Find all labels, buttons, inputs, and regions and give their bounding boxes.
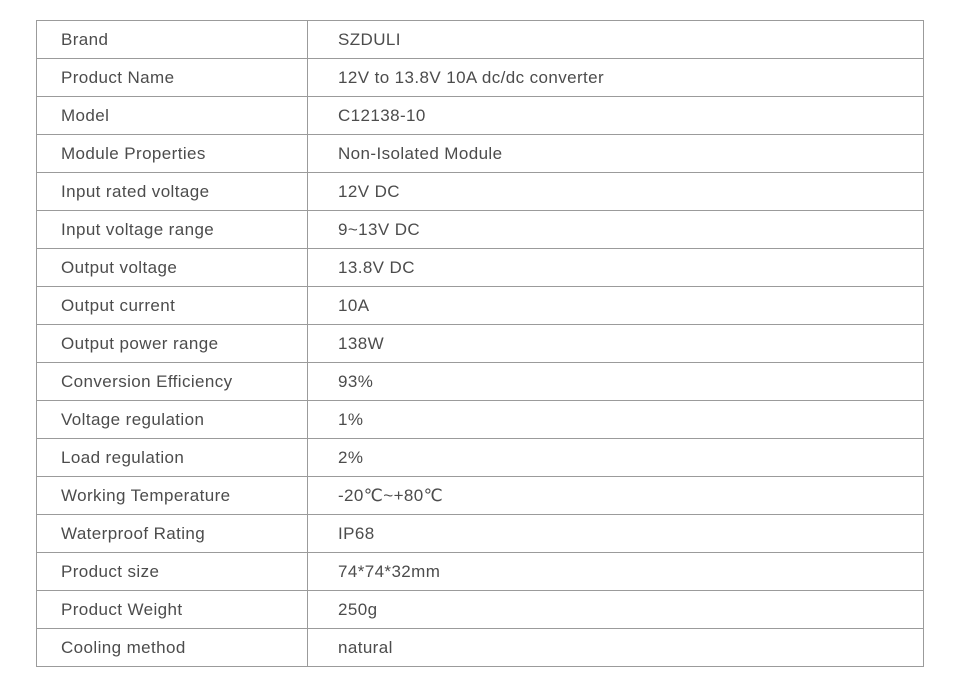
spec-value-cell: SZDULI: [307, 20, 924, 59]
spec-value-cell: 12V DC: [307, 172, 924, 211]
table-row: Output voltage 13.8V DC: [36, 248, 924, 287]
spec-table: Brand SZDULI Product Name 12V to 13.8V 10A …: [36, 20, 924, 667]
spec-value-cell: 9~13V DC: [307, 210, 924, 249]
spec-label-cell: Working Temperature: [36, 476, 308, 515]
table-row: Model C12138-10: [36, 96, 924, 135]
table-row: Cooling method natural: [36, 628, 924, 667]
spec-label-cell: Load regulation: [36, 438, 308, 477]
spec-value-cell: 12V to 13.8V 10A dc/dc converter: [307, 58, 924, 97]
table-row: Waterproof Rating IP68: [36, 514, 924, 553]
product-spec-table: Brand SZDULI Product Name 12V to 13.8V 10A …: [36, 20, 924, 667]
spec-label-cell: Cooling method: [36, 628, 308, 667]
spec-value-cell: Non-Isolated Module: [307, 134, 924, 173]
table-row: Input voltage range 9~13V DC: [36, 210, 924, 249]
spec-label-cell: Product Name: [36, 58, 308, 97]
spec-label-cell: Output voltage: [36, 248, 308, 287]
table-row: Product size 74*74*32mm: [36, 552, 924, 591]
spec-label-cell: Waterproof Rating: [36, 514, 308, 553]
spec-label-cell: Model: [36, 96, 308, 135]
table-row: Load regulation 2%: [36, 438, 924, 477]
spec-value-cell: natural: [307, 628, 924, 667]
table-row: Output power range 138W: [36, 324, 924, 363]
table-row: Input rated voltage 12V DC: [36, 172, 924, 211]
table-row: Module Properties Non-Isolated Module: [36, 134, 924, 173]
spec-value-cell: C12138-10: [307, 96, 924, 135]
spec-label-cell: Module Properties: [36, 134, 308, 173]
spec-value-cell: 1%: [307, 400, 924, 439]
spec-label-cell: Output current: [36, 286, 308, 325]
table-row: Output current 10A: [36, 286, 924, 325]
spec-label-cell: Voltage regulation: [36, 400, 308, 439]
spec-value-cell: -20℃~+80℃: [307, 476, 924, 515]
spec-value-cell: 138W: [307, 324, 924, 363]
spec-label-cell: Input rated voltage: [36, 172, 308, 211]
spec-label-cell: Output power range: [36, 324, 308, 363]
spec-value-cell: 250g: [307, 590, 924, 629]
spec-label-cell: Product size: [36, 552, 308, 591]
table-row: Working Temperature -20℃~+80℃: [36, 476, 924, 515]
spec-value-cell: 2%: [307, 438, 924, 477]
spec-value-cell: 10A: [307, 286, 924, 325]
table-row: Brand SZDULI: [36, 20, 924, 59]
spec-table-body: Brand SZDULI Product Name 12V to 13.8V 10A …: [36, 20, 924, 667]
table-row: Voltage regulation 1%: [36, 400, 924, 439]
spec-label-cell: Input voltage range: [36, 210, 308, 249]
table-row: Product Weight 250g: [36, 590, 924, 629]
spec-value-cell: 74*74*32mm: [307, 552, 924, 591]
table-row: Product Name 12V to 13.8V 10A dc/dc conve…: [36, 58, 924, 97]
spec-value-cell: 93%: [307, 362, 924, 401]
spec-label-cell: Conversion Efficiency: [36, 362, 308, 401]
spec-label-cell: Product Weight: [36, 590, 308, 629]
table-row: Conversion Efficiency 93%: [36, 362, 924, 401]
spec-value-cell: 13.8V DC: [307, 248, 924, 287]
spec-value-cell: IP68: [307, 514, 924, 553]
spec-label-cell: Brand: [36, 20, 308, 59]
